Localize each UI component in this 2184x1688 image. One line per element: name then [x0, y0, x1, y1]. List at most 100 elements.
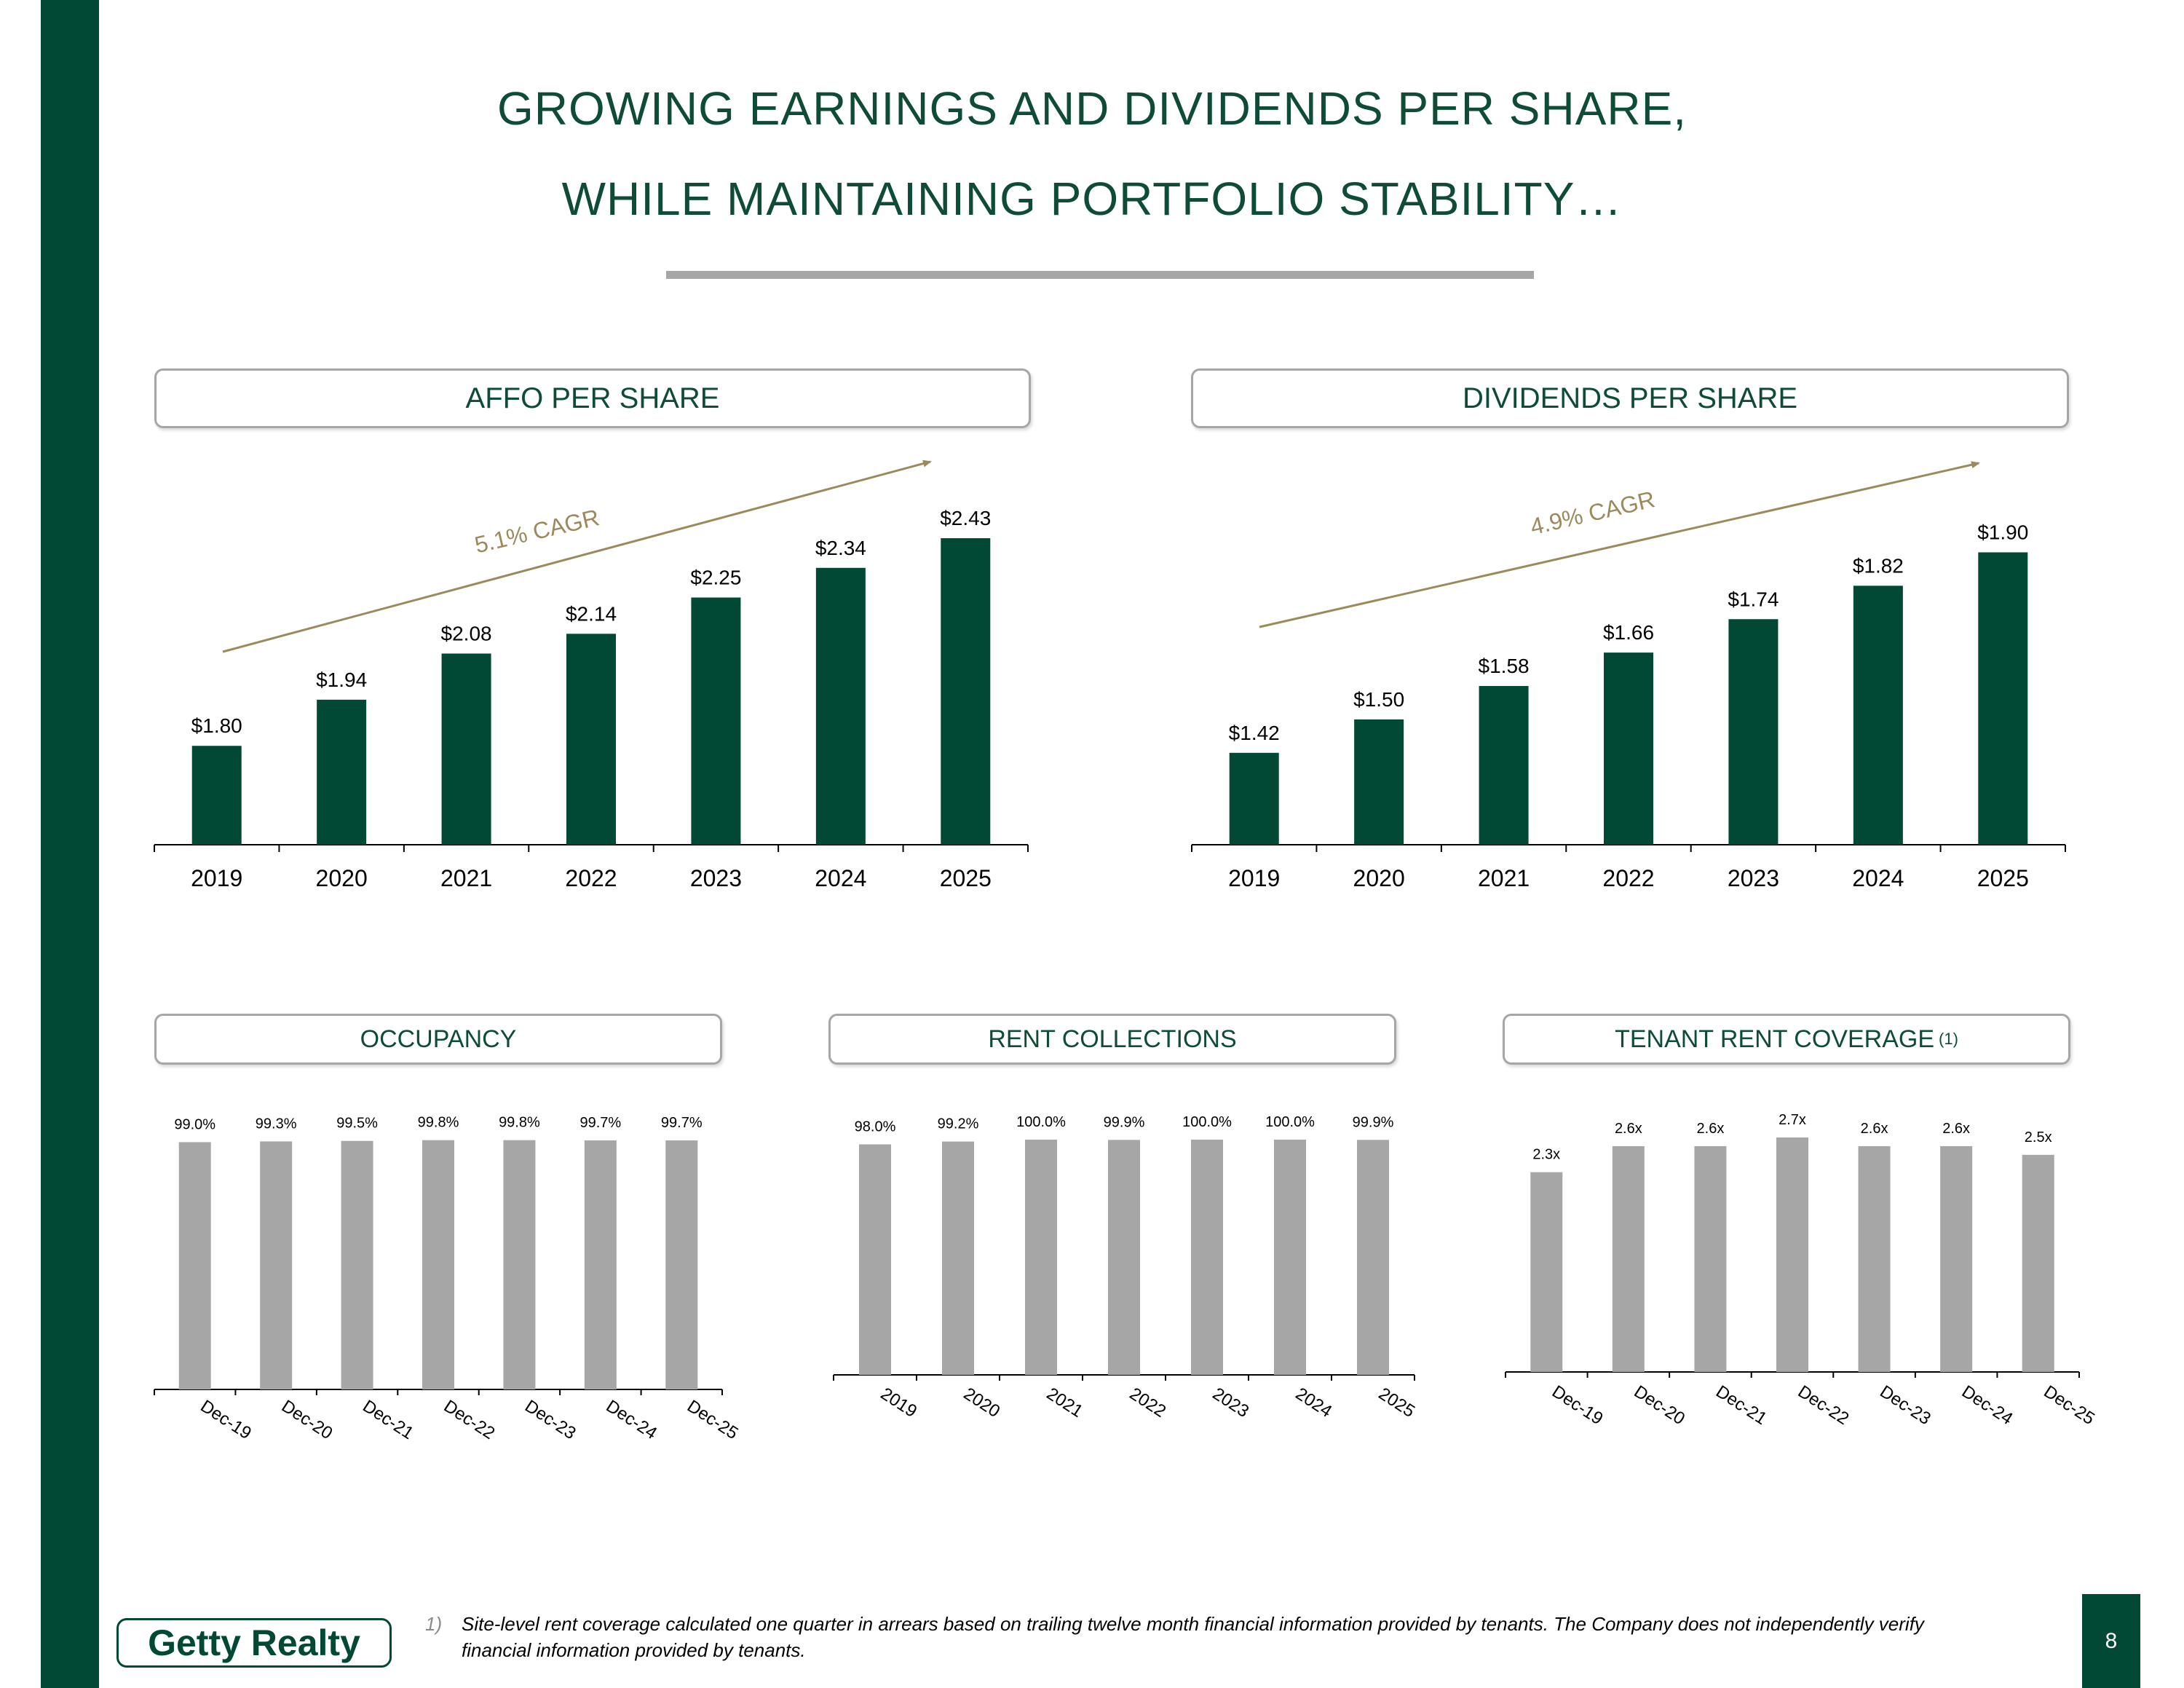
dividends-data-label: $1.90 — [1977, 521, 2028, 543]
dividends-bar — [1354, 719, 1404, 845]
occupancy-bar — [665, 1140, 698, 1389]
tenant_rent_coverage-data-label: 2.6x — [1697, 1121, 1725, 1137]
occupancy-data-label: 99.5% — [336, 1116, 378, 1132]
affo-data-label: $2.14 — [566, 602, 617, 625]
occupancy-data-label: 99.3% — [256, 1116, 297, 1132]
tenant_rent_coverage-bar — [1858, 1145, 1891, 1372]
rent_collections-data-label: 100.0% — [1182, 1114, 1232, 1130]
tenant_rent_coverage-category-label: Dec-24 — [1958, 1381, 2017, 1429]
affo-data-label: $1.80 — [191, 714, 242, 737]
tenant_rent_coverage-bar — [1612, 1145, 1645, 1372]
footnote-text: Site-level rent coverage calculated one … — [462, 1613, 1924, 1661]
dividends-section-header: DIVIDENDS PER SHARE — [1191, 368, 2069, 428]
tenant_rent_coverage-data-label: 2.5x — [2025, 1129, 2052, 1145]
rent_collections-data-label: 100.0% — [1265, 1114, 1315, 1130]
occupancy-section-label: OCCUPANCY — [360, 1025, 517, 1053]
dividends-data-label: $1.74 — [1728, 588, 1779, 610]
occupancy-bar — [341, 1140, 373, 1389]
affo-bar — [191, 746, 242, 845]
tenant_rent_coverage-bar — [2022, 1154, 2054, 1372]
dividends-data-label: $1.58 — [1479, 655, 1530, 677]
occupancy-bar — [422, 1140, 454, 1389]
tenant_rent_coverage-category-label: Dec-23 — [1876, 1381, 1934, 1429]
tenant_rent_coverage-category-label: Dec-25 — [2040, 1381, 2098, 1429]
affo-bar — [317, 699, 367, 845]
rent_collections-bar — [1108, 1140, 1140, 1375]
dividends-bar — [1728, 619, 1779, 845]
dividends-section-label: DIVIDENDS PER SHARE — [1462, 382, 1798, 414]
dividends-bar — [1604, 652, 1653, 845]
rent_collections-bar — [1191, 1140, 1223, 1375]
occupancy-data-label: 99.0% — [174, 1116, 215, 1132]
rent_collections-bar — [942, 1141, 974, 1375]
affo-data-label: $2.34 — [815, 537, 866, 559]
occupancy-category-label: Dec-21 — [359, 1396, 417, 1443]
page-number-badge: 8 — [2082, 1594, 2140, 1688]
occupancy-category-label: Dec-20 — [278, 1396, 336, 1443]
page-title-line-1: GROWING EARNINGS AND DIVIDENDS PER SHARE… — [496, 82, 1688, 135]
occupancy-section-header: OCCUPANCY — [154, 1014, 722, 1065]
dividends-category-label: 2020 — [1353, 865, 1405, 891]
getty-realty-logo: Getty Realty — [116, 1618, 392, 1668]
affo-category-label: 2024 — [815, 865, 866, 891]
rent_collections-data-label: 99.2% — [938, 1116, 979, 1132]
dividends-category-label: 2025 — [1977, 865, 2029, 891]
tenant_rent_coverage-bar — [1694, 1145, 1727, 1372]
affo-bar — [441, 653, 491, 845]
occupancy-category-label: Dec-23 — [521, 1396, 579, 1443]
affo-category-label: 2019 — [191, 865, 242, 891]
rent_collections-category-label: 2023 — [1209, 1384, 1252, 1421]
affo-bar — [815, 567, 866, 845]
occupancy-data-label: 99.7% — [579, 1115, 621, 1131]
page-title-line-2: WHILE MAINTAINING PORTFOLIO STABILITY… — [561, 173, 1623, 225]
tenant_rent_coverage-data-label: 2.7x — [1779, 1112, 1806, 1128]
rent_collections-data-label: 98.0% — [855, 1119, 896, 1135]
logo-text: Getty Realty — [148, 1622, 360, 1663]
tenant_rent_coverage-bar — [1776, 1137, 1808, 1372]
affo-data-label: $1.94 — [316, 669, 367, 691]
affo-category-label: 2025 — [940, 865, 992, 891]
rent_collections-category-label: 2025 — [1375, 1384, 1418, 1421]
occupancy-category-label: Dec-25 — [684, 1396, 742, 1443]
footnote-number: 1) — [425, 1613, 443, 1635]
tenant_rent_coverage-data-label: 2.3x — [1532, 1147, 1560, 1163]
dividends-data-label: $1.42 — [1229, 722, 1280, 744]
tenant_rent_coverage-category-label: Dec-21 — [1712, 1381, 1770, 1429]
occupancy-category-label: Dec-22 — [440, 1396, 499, 1443]
affo-category-label: 2022 — [565, 865, 617, 891]
footnote-reference: (1) — [1939, 1030, 1958, 1048]
affo-bar — [691, 597, 741, 845]
affo-cagr-label: 5.1% CAGR — [472, 504, 602, 558]
tenant_rent_coverage-data-label: 2.6x — [1861, 1121, 1888, 1137]
tenant-rent-coverage-section-header: TENANT RENT COVERAGE (1) — [1503, 1014, 2070, 1065]
rent_collections-data-label: 99.9% — [1104, 1114, 1145, 1130]
rent_collections-category-label: 2021 — [1043, 1384, 1086, 1421]
rent_collections-data-label: 100.0% — [1016, 1114, 1066, 1130]
rent_collections-bar — [1274, 1140, 1306, 1375]
tenant_rent_coverage-category-label: Dec-22 — [1795, 1381, 1853, 1429]
affo-section-header: AFFO PER SHARE — [154, 368, 1031, 428]
tenant-rent-coverage-section-label: TENANT RENT COVERAGE — [1615, 1025, 1935, 1053]
dividends-category-label: 2024 — [1852, 865, 1904, 891]
occupancy-bar — [178, 1142, 211, 1389]
occupancy-bar — [584, 1140, 617, 1389]
dividends-bar — [1479, 686, 1529, 845]
tenant_rent_coverage-data-label: 2.6x — [1615, 1121, 1642, 1137]
occupancy-data-label: 99.7% — [661, 1115, 703, 1131]
affo-category-label: 2023 — [690, 865, 742, 891]
dividends-bar — [1978, 552, 2028, 845]
occupancy-bar — [260, 1141, 293, 1389]
dividends-data-label: $1.82 — [1853, 554, 1904, 577]
dividends-data-label: $1.50 — [1353, 688, 1404, 711]
rent_collections-category-label: 2019 — [877, 1384, 920, 1421]
affo-section-label: AFFO PER SHARE — [465, 382, 720, 414]
tenant_rent_coverage-category-label: Dec-19 — [1548, 1381, 1607, 1429]
dividends-cagr-label: 4.9% CAGR — [1528, 486, 1658, 540]
dividends-category-label: 2021 — [1478, 865, 1530, 891]
occupancy-category-label: Dec-24 — [603, 1396, 661, 1443]
dividends-category-label: 2019 — [1228, 865, 1280, 891]
left-accent-bar — [41, 0, 99, 1688]
tenant_rent_coverage-bar — [1530, 1172, 1563, 1372]
dividends-cagr-arrow — [1259, 461, 1980, 628]
